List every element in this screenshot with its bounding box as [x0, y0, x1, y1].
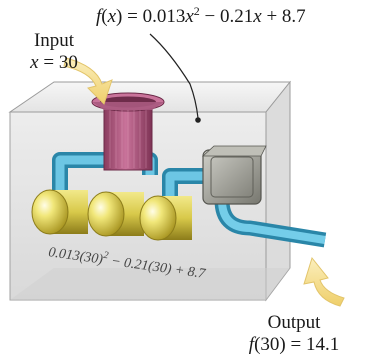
input-title: Input [33, 30, 75, 51]
mixing-tanks [31, 189, 192, 241]
input-value: x = 30 [30, 52, 78, 73]
function-equation: f(x) = 0.013x2 − 0.21x + 8.7 [96, 4, 306, 27]
output-title: Output [267, 312, 321, 333]
output-arrow-icon [303, 256, 345, 307]
output-label: Output f(30) = 14.1 [238, 312, 350, 356]
input-funnel [91, 92, 165, 171]
input-label: Input x = 30 [18, 30, 90, 74]
input-arrow-icon [63, 57, 113, 105]
equation-pointer-line [149, 33, 199, 119]
pointer-dot [195, 117, 201, 123]
output-value: f(30) = 14.1 [248, 334, 340, 355]
processing-unit [201, 145, 267, 205]
